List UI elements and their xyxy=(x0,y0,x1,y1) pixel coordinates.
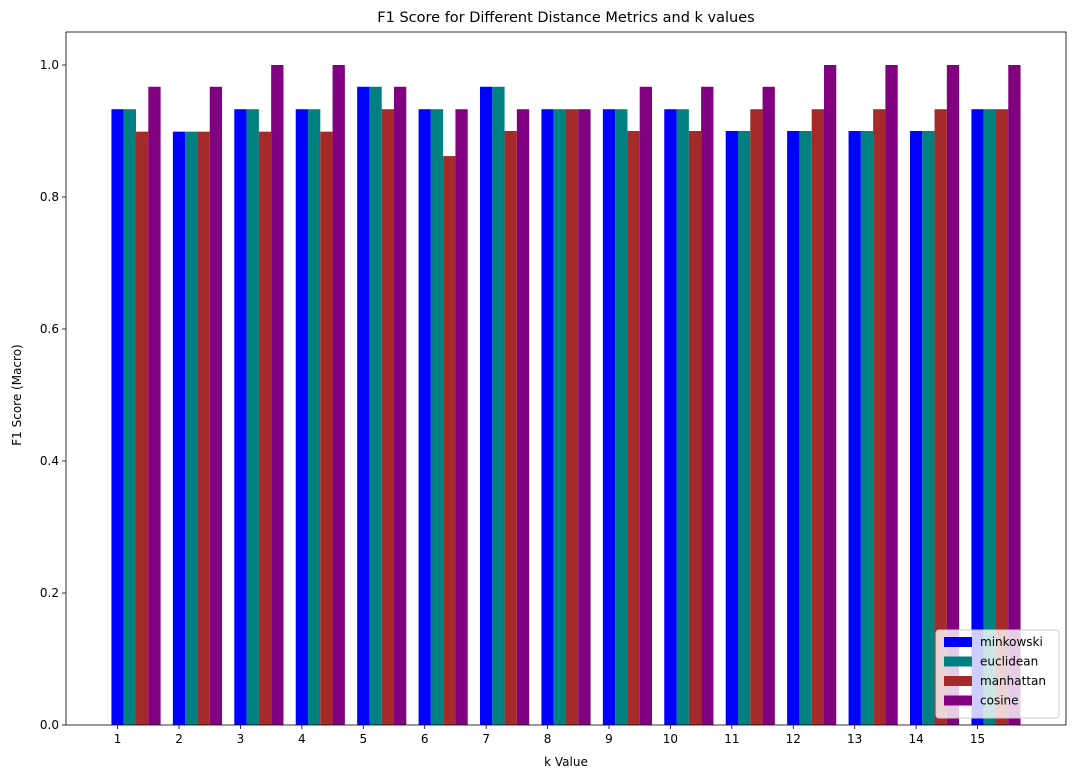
bar-minkowski-k10 xyxy=(664,109,677,726)
bar-manhattan-k11 xyxy=(750,109,763,726)
bar-minkowski-k9 xyxy=(602,109,616,726)
y-tick-label: 0.6 xyxy=(40,322,59,336)
bar-manhattan-k15 xyxy=(995,109,1009,726)
bar-cosine-k10 xyxy=(701,86,714,725)
x-tick-label: 14 xyxy=(908,732,923,746)
bar-minkowski-k6 xyxy=(418,109,431,726)
bar-euclidean-k14 xyxy=(922,131,935,725)
bar-cosine-k12 xyxy=(823,65,837,725)
y-tick-label: 0.4 xyxy=(40,454,59,468)
bar-cosine-k15 xyxy=(1008,65,1021,725)
legend-label-minkowski: minkowski xyxy=(980,635,1043,649)
bar-euclidean-k8 xyxy=(553,109,566,726)
bar-euclidean-k2 xyxy=(185,131,198,725)
bar-cosine-k13 xyxy=(885,65,898,725)
bar-minkowski-k2 xyxy=(172,131,186,725)
bar-minkowski-k8 xyxy=(541,109,554,726)
x-tick-label: 15 xyxy=(970,732,985,746)
y-tick-label: 0.2 xyxy=(40,586,59,600)
bar-manhattan-k12 xyxy=(811,109,824,726)
bar-euclidean-k15 xyxy=(983,109,996,726)
bar-cosine-k9 xyxy=(639,86,652,725)
x-tick-label: 2 xyxy=(175,732,183,746)
bar-euclidean-k5 xyxy=(369,86,382,725)
legend: minkowski euclidean manhattan cosine xyxy=(935,629,1060,719)
bar-cosine-k2 xyxy=(209,86,223,725)
x-tick-label: 9 xyxy=(605,732,613,746)
legend-label-manhattan: manhattan xyxy=(980,674,1046,688)
legend-label-cosine: cosine xyxy=(980,694,1019,708)
legend-label-euclidean: euclidean xyxy=(980,655,1038,669)
chart-title: F1 Score for Different Distance Metrics … xyxy=(377,10,754,26)
bar-minkowski-k3 xyxy=(234,109,247,726)
bar-euclidean-k12 xyxy=(799,131,812,725)
x-tick-label: 12 xyxy=(786,732,801,746)
bar-cosine-k11 xyxy=(762,86,775,725)
bar-euclidean-k7 xyxy=(492,86,505,725)
x-tick-label: 1 xyxy=(114,732,122,746)
x-axis-label: k Value xyxy=(544,755,588,769)
bar-cosine-k8 xyxy=(578,109,591,726)
bar-minkowski-k4 xyxy=(295,109,309,726)
x-tick-label: 13 xyxy=(847,732,862,746)
bar-minkowski-k7 xyxy=(480,86,493,725)
bar-minkowski-k14 xyxy=(909,131,923,725)
bar-minkowski-k1 xyxy=(111,109,124,726)
x-tick-label: 5 xyxy=(359,732,367,746)
y-axis-label: F1 Score (Macro) xyxy=(10,344,24,445)
legend-swatch-minkowski xyxy=(944,637,972,647)
bar-minkowski-k5 xyxy=(357,86,370,725)
bar-manhattan-k13 xyxy=(873,109,886,726)
bar-cosine-k3 xyxy=(271,65,284,725)
bar-euclidean-k3 xyxy=(246,109,259,726)
x-tick-label: 7 xyxy=(482,732,490,746)
bar-euclidean-k11 xyxy=(737,131,751,725)
bar-cosine-k6 xyxy=(455,109,468,726)
legend-swatch-cosine xyxy=(944,695,972,706)
bar-euclidean-k6 xyxy=(430,109,444,726)
bar-manhattan-k5 xyxy=(381,109,395,726)
bar-manhattan-k4 xyxy=(320,131,333,725)
bar-manhattan-k3 xyxy=(258,131,272,725)
bar-minkowski-k15 xyxy=(971,109,984,726)
y-tick-label: 1.0 xyxy=(40,58,59,72)
x-tick-label: 11 xyxy=(724,732,739,746)
y-tick-label: 0.0 xyxy=(40,718,59,732)
bar-manhattan-k2 xyxy=(197,131,210,725)
x-tick-label: 6 xyxy=(421,732,429,746)
legend-swatch-manhattan xyxy=(944,676,972,686)
bar-minkowski-k11 xyxy=(725,131,738,725)
bar-manhattan-k9 xyxy=(627,131,640,725)
bar-euclidean-k1 xyxy=(123,109,137,726)
bar-euclidean-k9 xyxy=(615,109,628,726)
plot-frame xyxy=(65,31,1067,726)
x-tick-label: 10 xyxy=(663,732,678,746)
bar-minkowski-k12 xyxy=(787,131,800,725)
bars-group xyxy=(111,65,1021,726)
axes-group: 0.00.20.40.60.81.01 2 3 4 5 6 7 8 9 10 11 12 13 14 15 xyxy=(40,31,1067,746)
bar-minkowski-k13 xyxy=(848,131,861,725)
bar-manhattan-k6 xyxy=(443,156,456,725)
legend-swatch-euclidean xyxy=(944,656,972,667)
bar-manhattan-k8 xyxy=(566,109,579,726)
bar-cosine-k14 xyxy=(946,65,960,725)
bar-euclidean-k13 xyxy=(860,131,874,725)
bar-cosine-k5 xyxy=(394,86,407,725)
x-tick-label: 3 xyxy=(237,732,245,746)
bar-cosine-k4 xyxy=(332,65,345,725)
x-tick-label: 8 xyxy=(544,732,552,746)
bar-manhattan-k10 xyxy=(688,131,702,725)
x-tick-label: 4 xyxy=(298,732,306,746)
bar-euclidean-k10 xyxy=(676,109,689,726)
bar-manhattan-k1 xyxy=(136,131,149,725)
y-tick-label: 0.8 xyxy=(40,190,59,204)
bar-cosine-k7 xyxy=(516,109,530,726)
bar-manhattan-k7 xyxy=(504,131,517,725)
bar-euclidean-k4 xyxy=(308,109,321,726)
bar-cosine-k1 xyxy=(148,86,161,725)
bar-manhattan-k14 xyxy=(934,109,947,726)
